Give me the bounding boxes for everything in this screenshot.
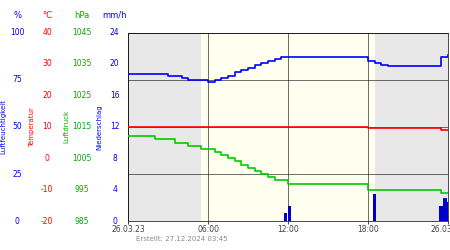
Text: 985: 985 [75,217,89,226]
Text: 20: 20 [110,60,120,68]
Text: 75: 75 [12,75,22,84]
Bar [202,32,374,221]
Text: 0: 0 [45,154,50,163]
Bar [440,206,443,221]
Text: 20: 20 [42,91,52,100]
Text: -20: -20 [41,217,54,226]
Text: 40: 40 [42,28,52,37]
Text: 10: 10 [42,122,52,132]
Text: Luftfeuchtigkeit: Luftfeuchtigkeit [0,99,6,154]
Text: 1025: 1025 [72,91,91,100]
Text: 995: 995 [75,185,89,194]
Text: 0: 0 [112,217,117,226]
Text: Erstellt: 27.12.2024 03:45: Erstellt: 27.12.2024 03:45 [136,236,228,242]
Text: hPa: hPa [74,11,90,20]
Text: %: % [13,11,21,20]
Text: 1035: 1035 [72,60,92,68]
Text: 0: 0 [15,217,19,226]
Text: -10: -10 [41,185,54,194]
Text: °C: °C [42,11,52,20]
Text: 24: 24 [110,28,120,37]
Text: Niederschlag: Niederschlag [96,104,102,150]
Text: Temperatur: Temperatur [29,107,36,147]
Text: mm/h: mm/h [103,11,127,20]
Bar [288,206,291,221]
Text: 25: 25 [12,170,22,178]
Text: 50: 50 [12,122,22,132]
Text: 1045: 1045 [72,28,92,37]
Bar [443,198,447,221]
Text: 4: 4 [112,185,117,194]
Text: 8: 8 [112,154,117,163]
Bar [446,202,450,221]
Text: 1005: 1005 [72,154,92,163]
Bar [373,194,376,221]
Text: 100: 100 [10,28,24,37]
Bar [284,214,287,221]
Text: 30: 30 [42,60,52,68]
Text: 12: 12 [110,122,120,132]
Text: 1015: 1015 [72,122,91,132]
Text: Luftdruck: Luftdruck [63,110,70,144]
Text: 16: 16 [110,91,120,100]
